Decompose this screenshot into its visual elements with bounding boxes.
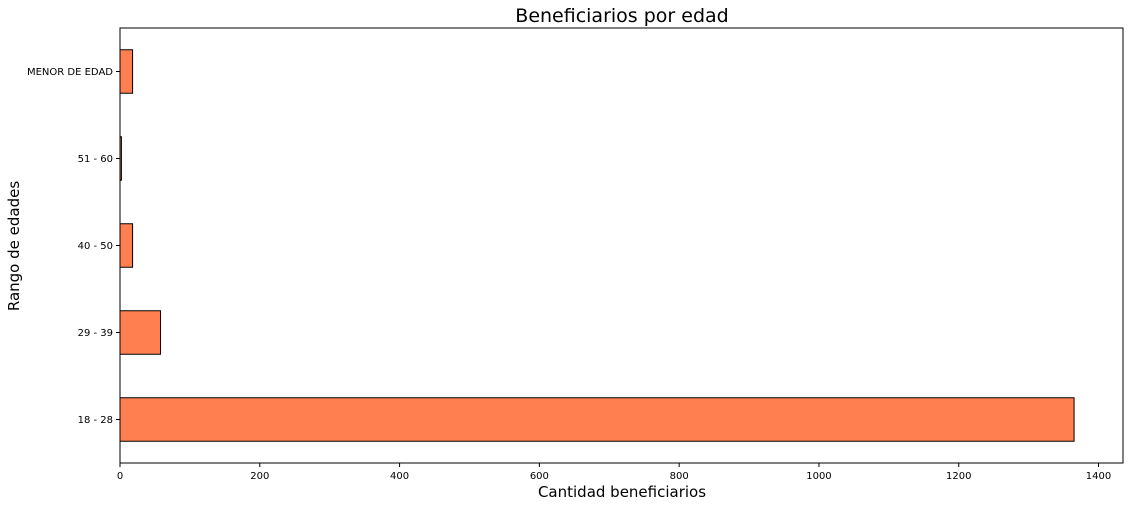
x-tick-label: 400	[390, 471, 409, 482]
x-axis: 0 200 400 600 800 1000 1200 1400	[117, 463, 1111, 482]
x-axis-title: Cantidad beneficiarios	[538, 483, 706, 501]
x-tick-label: 600	[530, 471, 549, 482]
y-tick-label: 51 - 60	[78, 154, 113, 165]
y-tick-label: 29 - 39	[78, 328, 113, 339]
x-tick-label: 800	[670, 471, 689, 482]
y-tick-label: MENOR DE EDAD	[27, 67, 113, 78]
bar	[119, 223, 134, 268]
y-tick-label: 18 - 28	[78, 415, 113, 426]
x-tick-label: 1400	[1086, 471, 1111, 482]
bar	[119, 49, 134, 94]
y-axis: 18 - 28 29 - 39 40 - 50 51 - 60 MENOR DE EDA…	[27, 67, 120, 426]
bar	[119, 397, 1075, 442]
bar	[119, 310, 162, 355]
bars-group	[119, 49, 1075, 442]
x-tick-label: 1200	[946, 471, 971, 482]
y-tick-label: 40 - 50	[78, 241, 113, 252]
y-axis-title: Rango de edades	[5, 181, 23, 311]
chart-title: Beneficiarios por edad	[515, 5, 728, 27]
x-tick-label: 200	[250, 471, 269, 482]
x-tick-label: 0	[117, 471, 123, 482]
x-tick-label: 1000	[806, 471, 831, 482]
